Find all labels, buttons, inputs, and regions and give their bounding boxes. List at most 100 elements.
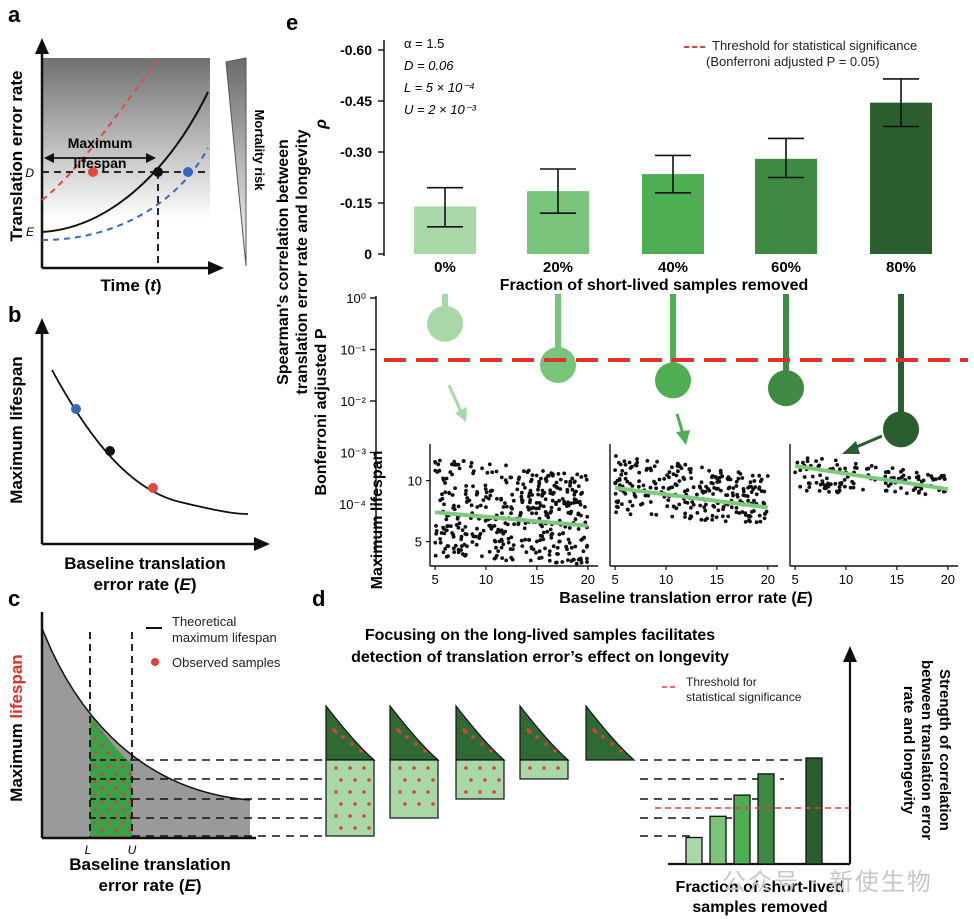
scatter-xtick-label: 10 (479, 572, 493, 587)
scatter-point (839, 481, 844, 485)
scatter-point (614, 510, 618, 515)
scatter-point (905, 491, 909, 496)
scatter-point (469, 464, 473, 469)
scatter-point (620, 502, 624, 506)
scatter-point (573, 479, 577, 484)
scatter-point (670, 465, 674, 470)
scatter-point (443, 490, 448, 495)
panel-d-stack-dot (535, 735, 539, 739)
scatter-point (805, 456, 810, 460)
scatter-point (469, 461, 474, 465)
panel-b-y-arrow (35, 318, 49, 334)
scatter-point (899, 486, 903, 490)
scatter-point (541, 530, 546, 535)
scatter-point (884, 488, 889, 493)
scatter-point (679, 466, 684, 471)
scatter-point (683, 462, 688, 467)
scatter-point (712, 486, 717, 490)
scatter-point (552, 483, 557, 488)
scatter-point (635, 460, 640, 465)
scatter-point (486, 496, 491, 501)
scatter-point (571, 557, 576, 562)
scatter-point (576, 484, 581, 489)
scatter-point (670, 514, 675, 519)
scatter-point (688, 514, 693, 519)
scatter-point (504, 558, 509, 563)
scatter-point (452, 550, 457, 554)
scatter-point (649, 468, 653, 473)
panel-d-stack-dot (362, 814, 366, 818)
scatter-point (854, 466, 859, 470)
scatter-point (541, 469, 545, 473)
panel-a-black-point (153, 167, 163, 177)
panel-d-stack-dot (464, 790, 468, 794)
panel-d-stack-dot (414, 742, 418, 746)
scatter-point (520, 499, 525, 503)
scatter-point (741, 487, 746, 491)
scatter-point (509, 511, 513, 516)
scatter-point (501, 542, 506, 547)
scatter-point (622, 459, 627, 464)
scatter-point (451, 533, 456, 537)
scatter-point (501, 531, 506, 536)
scatter-ytick-label: 5 (415, 535, 422, 550)
scatter-point (890, 466, 895, 470)
scatter-point (508, 475, 513, 480)
scatter-point (667, 470, 672, 475)
panel-c-tick-U: U (128, 843, 137, 857)
scatter-point (727, 485, 732, 490)
scatter-point (549, 505, 554, 510)
panel-a-black-curve (41, 91, 209, 233)
scatter-point (483, 487, 488, 491)
panel-e-lollipop-head (883, 411, 919, 448)
scatter-point (496, 549, 501, 553)
scatter-point (619, 472, 624, 477)
scatter-point (519, 490, 524, 495)
panel-b: b Maximum lifespan Baseline translation … (7, 302, 270, 594)
scatter-point (452, 507, 457, 512)
panel-a-lifespan-arrow-left (44, 153, 54, 163)
scatter-point (568, 483, 572, 488)
scatter-point (579, 513, 583, 518)
scatter-point (816, 464, 821, 469)
scatter-point (434, 529, 439, 533)
panel-e-p-yticks: 10⁰ 10⁻¹ 10⁻² 10⁻³ 10⁻⁴ (339, 291, 376, 512)
scatter-point (440, 492, 444, 497)
scatter-point (572, 492, 577, 497)
scatter-point (536, 492, 541, 497)
scatter-point (666, 498, 671, 502)
scatter-point (572, 500, 576, 505)
scatter-point (699, 480, 704, 485)
panel-d-stack-dot (469, 778, 473, 782)
panel-d-stack-dot (471, 735, 475, 739)
panel-d-stack-dot (367, 826, 371, 830)
panel-e-p-ytick-label: 10⁻¹ (340, 343, 366, 358)
panel-d-ylabel-line1: Strength of correlation (936, 669, 953, 831)
scatter-point (521, 482, 526, 487)
panel-a-letter: a (8, 2, 21, 27)
scatter-point (695, 492, 699, 497)
scatter-point (746, 485, 750, 490)
panel-d-stack-dot (489, 749, 493, 753)
scatter-point (695, 511, 700, 515)
scatter-point (675, 464, 680, 468)
scatter-point (652, 464, 657, 469)
scatter-point (484, 490, 489, 495)
scatter-point (487, 549, 492, 554)
panel-d-stack-dot (417, 802, 421, 806)
panel-e-bar-ytick-label: 0 (364, 246, 372, 262)
scatter-point (459, 537, 464, 542)
scatter-point (886, 484, 891, 488)
panel-d-connectors (132, 759, 808, 837)
scatter-point (645, 459, 650, 463)
scatter-point (499, 537, 504, 542)
panel-a-red-curve (41, 59, 159, 201)
scatter-point (534, 473, 539, 478)
panel-e-param-L: L = 5 × 10⁻⁴ (404, 80, 475, 95)
scatter-point (547, 558, 552, 563)
panel-d-stack-dot (348, 790, 352, 794)
panel-c-tick-L: L (85, 843, 92, 857)
scatter-point (757, 486, 761, 491)
scatter-point (555, 486, 560, 490)
panel-d-stack-top (325, 704, 376, 761)
